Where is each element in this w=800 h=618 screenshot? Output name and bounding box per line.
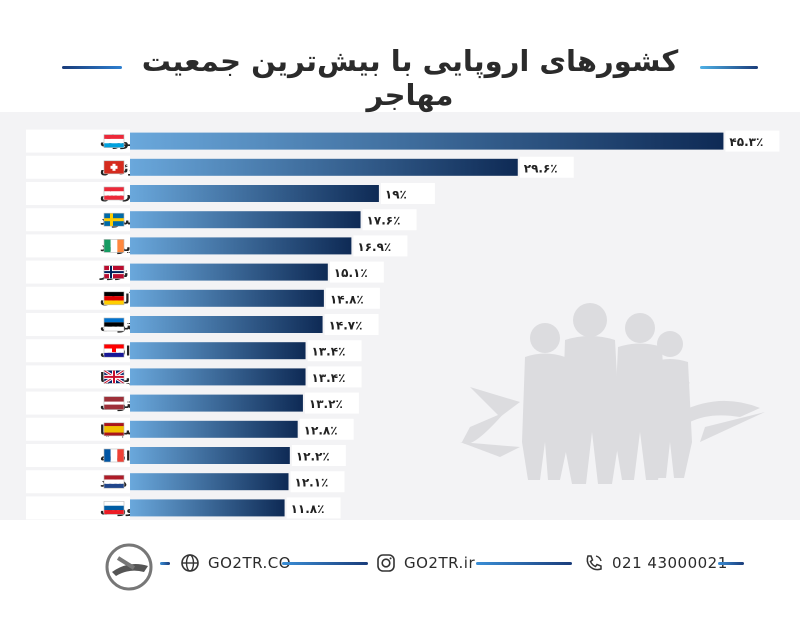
instagram-icon [377,554,395,572]
value-label: ۱۱.۸٪ [291,502,325,516]
footer-instagram[interactable]: GO2TR.ir [376,550,475,576]
value-label: ۱۷.۶٪ [367,214,401,228]
phone-label: 021 43000021 [612,554,728,572]
value-label-background [304,392,359,414]
header: کشورهای اروپایی با بیش‌ترین جمعیت مهاجر [0,0,800,112]
bar [130,420,298,438]
bar [130,499,285,517]
value-label: ۱۶.۹٪ [357,240,391,254]
footer-divider [282,562,368,565]
value-label: ۱۴.۸٪ [330,292,364,306]
uk-flag-icon [103,369,125,385]
title-decoration-right [700,66,758,69]
bar [130,132,724,150]
bar [130,447,290,464]
chart-title: کشورهای اروپایی با بیش‌ترین جمعیت مهاجر [141,44,679,112]
value-label-background [324,314,379,335]
bar [130,394,303,412]
value-label: ۱۹٪ [385,188,407,202]
migrants-silhouette-icon [460,303,765,484]
netherlands-flag-icon [103,474,125,489]
bar [130,237,352,255]
bar [130,158,518,176]
value-label-background [307,366,362,388]
value-label-background [291,445,346,466]
value-label-background [307,340,362,362]
value-label: ۱۲.۸٪ [304,423,338,437]
value-label: ۲۹.۶٪ [524,161,558,175]
bar [130,316,323,333]
phone-icon [586,555,602,571]
value-label: ۱۲.۱٪ [295,476,329,490]
bar [130,289,324,307]
value-label-background [353,235,408,257]
bar-chart: لوکزامبورگ۴۵.۳٪سوئیس۲۹.۶٪اتریش۱۹٪سوئد۱۷.… [26,129,780,520]
germany-flag-icon [103,291,125,306]
value-label-background [325,287,380,309]
bar [130,263,328,281]
austria-flag-icon [103,186,125,201]
france-flag-icon [103,448,125,463]
croatia-flag-icon [103,343,125,358]
switzerland-flag-icon [103,160,125,175]
go2tr-logo-icon [105,543,153,591]
value-label: ۱۲.۲٪ [296,450,330,464]
bar [130,368,306,386]
bar [130,185,379,202]
spain-flag-icon [103,422,125,437]
value-label: ۱۳.۲٪ [309,397,343,411]
value-label-background [299,418,354,440]
latvia-flag-icon [103,396,125,410]
value-label-background [286,497,341,519]
value-label: ۱۴.۷٪ [329,319,363,333]
value-label-background [519,156,574,178]
value-label-background [290,471,345,493]
sweden-flag-icon [103,212,125,227]
bar [130,473,289,491]
title-decoration-left [62,66,122,69]
footer-divider [160,562,170,565]
footer-phone[interactable]: 021 43000021 [584,550,728,576]
value-label: ۱۳.۴٪ [312,371,346,385]
estonia-flag-icon [103,317,125,332]
luxembourg-flag-icon [103,134,125,148]
bar [130,342,306,360]
value-label: ۱۳.۴٪ [312,345,346,359]
footer-divider [476,562,572,565]
globe-icon [181,554,199,572]
value-label: ۴۵.۳٪ [729,135,763,149]
value-label: ۱۵.۱٪ [334,266,368,280]
ireland-flag-icon [103,239,125,253]
bar [130,211,361,229]
footer-divider [718,562,744,565]
value-label-background [725,130,780,152]
footer: GO2TR.CO GO2TR.ir 021 43000021 [0,520,800,618]
website-label: GO2TR.CO [208,554,292,572]
instagram-label: GO2TR.ir [404,554,476,572]
norway-flag-icon [103,265,125,279]
value-label-background [329,261,384,283]
slovenia-flag-icon [103,501,125,515]
chart-area: لوکزامبورگ۴۵.۳٪سوئیس۲۹.۶٪اتریش۱۹٪سوئد۱۷.… [0,112,800,520]
footer-website[interactable]: GO2TR.CO [180,550,291,576]
value-label-background [380,183,435,204]
value-label-background [362,209,417,231]
